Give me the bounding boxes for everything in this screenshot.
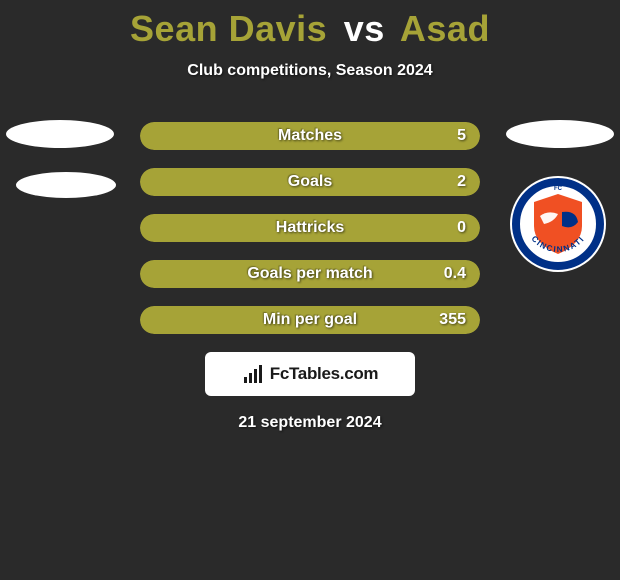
stats-bars: Matches 5 Goals 2 Hattricks 0 Goals per match 0… xyxy=(0,122,620,334)
stat-row: Goals per match 0.4 xyxy=(0,260,620,288)
stat-value: 0.4 xyxy=(444,265,466,283)
date-text: 21 september 2024 xyxy=(0,414,620,432)
stat-label: Goals xyxy=(288,173,332,191)
stat-bar: Matches 5 xyxy=(140,122,480,150)
stat-row: Min per goal 355 xyxy=(0,306,620,334)
branding-text: FcTables.com xyxy=(270,364,379,384)
stat-value: 2 xyxy=(457,173,466,191)
stat-row: Matches 5 xyxy=(0,122,620,150)
stat-label: Matches xyxy=(278,127,342,145)
subtitle: Club competitions, Season 2024 xyxy=(0,62,620,80)
stat-row: Hattricks 0 xyxy=(0,214,620,242)
stat-bar: Min per goal 355 xyxy=(140,306,480,334)
vs-text: vs xyxy=(344,8,385,49)
comparison-title: Sean Davis vs Asad xyxy=(0,0,620,50)
stat-value: 355 xyxy=(439,311,466,329)
stat-label: Goals per match xyxy=(247,265,372,283)
branding-box: FcTables.com xyxy=(205,352,415,396)
player1-name: Sean Davis xyxy=(130,8,327,49)
stat-bar: Goals 2 xyxy=(140,168,480,196)
stat-bar: Hattricks 0 xyxy=(140,214,480,242)
stat-value: 5 xyxy=(457,127,466,145)
stat-row: Goals 2 xyxy=(0,168,620,196)
bar-chart-icon xyxy=(242,363,264,385)
stat-value: 0 xyxy=(457,219,466,237)
stat-label: Min per goal xyxy=(263,311,357,329)
stat-label: Hattricks xyxy=(276,219,344,237)
player2-name: Asad xyxy=(400,8,490,49)
stat-bar: Goals per match 0.4 xyxy=(140,260,480,288)
